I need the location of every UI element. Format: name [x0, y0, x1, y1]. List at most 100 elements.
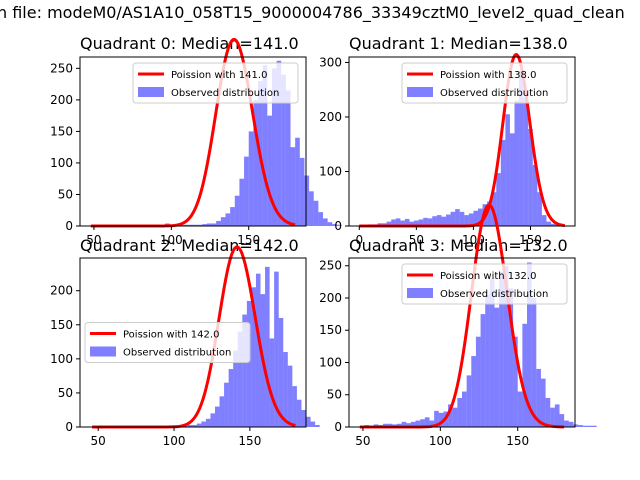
histogram-bar [415, 420, 421, 427]
y-tick-label: 300 [319, 55, 342, 69]
histogram-bar [404, 218, 410, 226]
histogram-bar [285, 90, 291, 226]
y-tick-label: 250 [50, 61, 73, 75]
histogram-bar [396, 423, 402, 427]
histogram-bar [283, 352, 288, 427]
histogram-bar [423, 217, 428, 226]
histogram-bar [573, 424, 579, 427]
histogram-bar [429, 420, 435, 427]
y-tick-label: 150 [50, 318, 73, 332]
legend-fit-label: Poission with 138.0 [440, 70, 536, 81]
histogram-bar [455, 209, 460, 226]
y-tick-label: 250 [319, 259, 342, 273]
histogram-bar [564, 420, 569, 427]
histogram-bar [406, 423, 411, 427]
axes-3-title: Quadrant 3: Median=132.0 [349, 236, 568, 255]
y-tick-label: 0 [65, 219, 73, 233]
histogram-bar [220, 217, 226, 226]
histogram-bar [205, 418, 211, 427]
histogram-bar [315, 424, 320, 427]
x-tick-label: 150 [519, 233, 542, 247]
histogram-bar [237, 331, 243, 427]
histogram-bar [225, 213, 231, 226]
axes-2-title: Quadrant 2: Median=142.0 [80, 236, 299, 255]
x-tick-label: 50 [355, 434, 370, 448]
histogram-bar [457, 397, 462, 427]
histogram-bar [446, 214, 451, 226]
legend: Poission with 132.0 Observed distribution [401, 263, 568, 305]
histogram-bar [485, 294, 490, 427]
legend-box [84, 322, 251, 363]
x-tick-label: 150 [506, 434, 529, 448]
legend-fit-label: Poission with 132.0 [440, 271, 536, 282]
histogram-bar [503, 265, 509, 427]
histogram-bar [441, 216, 447, 226]
x-tick-label: 100 [429, 434, 452, 448]
histogram-bar [499, 272, 504, 427]
histogram-bar [462, 391, 467, 427]
histogram-bar [253, 99, 259, 226]
histogram-bar [271, 68, 277, 226]
histogram-bar [234, 195, 240, 226]
histogram-bar [528, 128, 533, 226]
histogram-bar [262, 65, 268, 226]
histogram-bar [216, 220, 221, 226]
histogram-bar [278, 317, 284, 427]
histogram-bar [206, 223, 212, 226]
y-tick-label: 100 [319, 355, 342, 369]
histogram-bar [517, 391, 523, 427]
y-tick-label: 200 [50, 284, 73, 298]
histogram-bar [336, 224, 342, 226]
histogram-bar [251, 287, 256, 427]
histogram-bar [527, 262, 532, 427]
histogram-bar [274, 271, 279, 427]
histogram-bar [276, 60, 282, 226]
histogram-bar [578, 425, 583, 427]
histogram-bar [568, 421, 574, 427]
legend-fit-label: Poission with 142.0 [123, 330, 219, 341]
histogram-bar [219, 396, 225, 427]
y-tick-label: 150 [50, 124, 73, 138]
histogram-bar [477, 208, 483, 226]
histogram-bar [301, 409, 306, 427]
legend-hist-swatch [407, 87, 433, 97]
histogram-bar [313, 200, 319, 226]
histogram-bar [287, 365, 293, 427]
histogram-bar [592, 425, 597, 427]
y-tick-label: 0 [334, 219, 342, 233]
histogram-bar [494, 307, 500, 427]
histogram-bar [248, 131, 254, 226]
histogram-bar [420, 419, 425, 427]
x-tick-label: 0 [355, 233, 363, 247]
histogram-bar [587, 425, 593, 427]
histogram-bar [244, 156, 249, 226]
histogram-bar [183, 224, 189, 226]
histogram-bar [192, 424, 197, 427]
histogram-bar [500, 139, 506, 226]
histogram-bar [505, 114, 510, 226]
x-tick-label: 50 [409, 233, 424, 247]
histogram-bar [202, 224, 207, 226]
histogram-bar [480, 314, 486, 427]
histogram-bar [466, 375, 472, 427]
histogram-bar [296, 399, 302, 427]
histogram-bar [509, 133, 515, 226]
histogram-bar [196, 423, 202, 427]
histogram-bar [418, 219, 424, 226]
histogram-bar [532, 164, 538, 226]
legend-hist-swatch [90, 346, 116, 357]
histogram-bar [473, 210, 478, 226]
histogram-bar [452, 407, 458, 427]
histogram-bar [327, 222, 333, 226]
axes-frame [79, 56, 307, 227]
x-tick-label: 100 [160, 233, 183, 247]
histogram-bar [434, 410, 439, 427]
histogram-bar [386, 221, 392, 226]
legend-hist-label: Observed distribution [440, 289, 548, 300]
legend-box [401, 263, 568, 305]
y-tick-label: 200 [319, 110, 342, 124]
histogram-bar [281, 74, 286, 226]
legend-fit-label: Poission with 141.0 [171, 70, 267, 81]
histogram-bar [230, 207, 235, 226]
histogram-bar [391, 219, 396, 226]
